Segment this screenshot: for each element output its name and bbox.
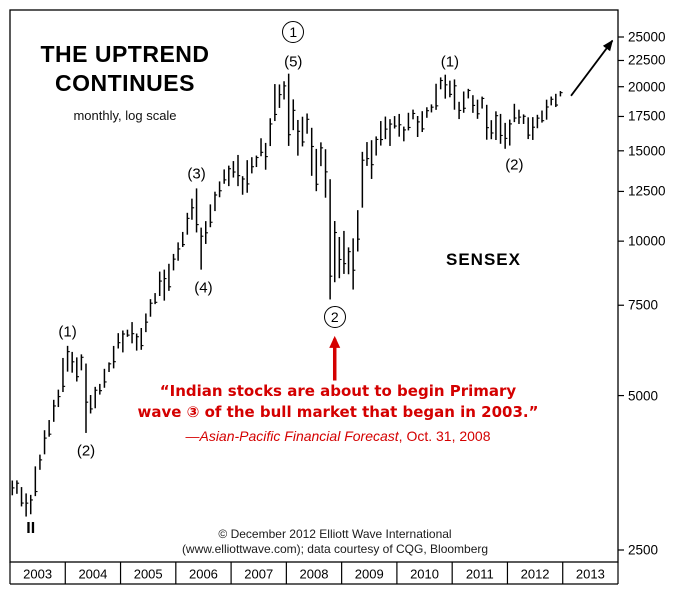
forecast-quote-line1: “Indian stocks are about to begin Primar… <box>159 382 517 400</box>
wave-label: (2) <box>505 156 524 174</box>
chart-subtitle: monthly, log scale <box>73 108 177 123</box>
y-tick-label: 25000 <box>628 29 666 45</box>
x-year-label: 2006 <box>188 566 218 582</box>
x-year-label: 2013 <box>575 566 605 582</box>
y-tick-label: 12500 <box>628 183 666 199</box>
copyright-line2: (www.elliottwave.com); data courtesy of … <box>181 542 489 556</box>
attribution-date: , Oct. 31, 2008 <box>398 428 491 444</box>
chart-title-line2: CONTINUES <box>55 70 195 96</box>
wave-label: (4) <box>194 279 213 297</box>
y-tick-label: 22500 <box>628 52 666 68</box>
copyright-note: © December 2012 Elliott Wave Internation… <box>140 527 530 557</box>
x-year-label: 2004 <box>78 566 108 582</box>
chart-title: THE UPTREND CONTINUES monthly, log scale <box>30 40 220 123</box>
y-tick-label: 17500 <box>628 108 666 124</box>
x-year-label: 2011 <box>465 566 494 582</box>
index-name-label: SENSEX <box>446 250 521 269</box>
y-tick-label: 15000 <box>628 143 666 159</box>
y-tick-label: 7500 <box>628 297 659 313</box>
forecast-quote-attribution: —Asian-Pacific Financial Forecast, Oct. … <box>128 428 548 444</box>
y-tick-label: 2500 <box>628 542 659 558</box>
x-year-label: 2005 <box>133 566 163 582</box>
attribution-source: —Asian-Pacific Financial Forecast <box>185 428 399 444</box>
forecast-quote: “Indian stocks are about to begin Primar… <box>128 381 548 444</box>
wave-circle-label: 1 <box>282 20 305 43</box>
x-year-label: 2003 <box>23 566 53 582</box>
x-year-label: 2010 <box>410 566 439 582</box>
y-tick-label: 5000 <box>628 388 659 404</box>
x-year-label: 2007 <box>244 566 274 582</box>
x-year-label: 2008 <box>299 566 329 582</box>
y-tick-label: 20000 <box>628 79 666 95</box>
x-year-label: 2009 <box>354 566 384 582</box>
forecast-quote-line2: wave ③ of the bull market that began in … <box>137 403 539 421</box>
y-tick-label: 10000 <box>628 233 666 249</box>
chart-title-line1: THE UPTREND <box>40 41 210 67</box>
wave-label: (3) <box>187 165 206 183</box>
wave-label: (1) <box>440 53 460 71</box>
wave-label: (5) <box>284 53 303 71</box>
copyright-line1: © December 2012 Elliott Wave Internation… <box>218 527 452 541</box>
wave-circle-label: 2 <box>323 306 346 329</box>
wave-label: (2) <box>76 442 96 460</box>
wave-label: II <box>26 519 36 537</box>
wave-label: (1) <box>58 323 77 341</box>
x-year-label: 2012 <box>520 566 550 582</box>
